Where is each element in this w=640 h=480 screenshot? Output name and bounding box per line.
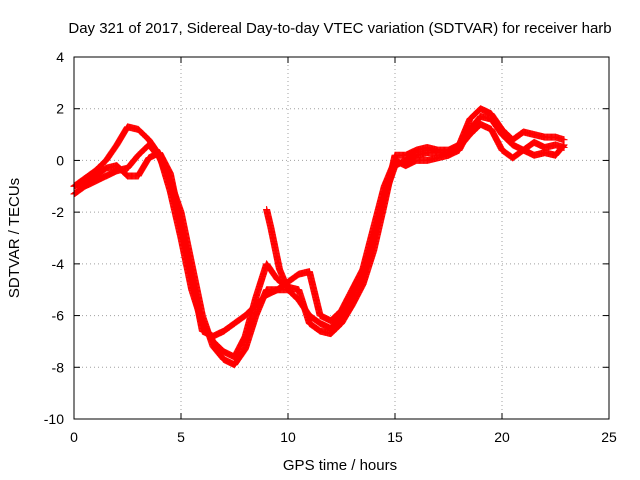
series-spike: [263, 206, 292, 291]
y-tick-label: 4: [56, 49, 64, 65]
y-tick-label: 2: [56, 101, 64, 117]
y-tick-label: 0: [56, 152, 64, 168]
data-points: [70, 105, 568, 369]
x-tick-label: 5: [177, 429, 185, 445]
x-tick-label: 15: [387, 429, 403, 445]
y-axis-label: SDTVAR / TECUs: [6, 178, 23, 298]
y-tick-label: -8: [52, 359, 65, 375]
plot-frame: [73, 56, 610, 420]
data-point: [284, 283, 292, 291]
y-tick-label: -6: [52, 308, 65, 324]
y-tick-label: -2: [52, 204, 65, 220]
x-tick-label: 0: [70, 429, 78, 445]
series-track-c: [70, 112, 568, 340]
data-point: [560, 144, 568, 151]
y-tick-label: -10: [44, 411, 64, 427]
x-tick-label: 25: [601, 429, 617, 445]
x-axis-label: GPS time / hours: [283, 457, 397, 474]
x-tick-label: 10: [280, 429, 296, 445]
y-tick-label: -4: [52, 256, 65, 272]
ticks: 0 5 10 15 20 25 -10 -8 -6 -4 -2 0 2 4: [44, 49, 617, 445]
chart-title: Day 321 of 2017, Sidereal Day-to-day VTE…: [68, 20, 611, 37]
x-tick-label: 20: [494, 429, 510, 445]
